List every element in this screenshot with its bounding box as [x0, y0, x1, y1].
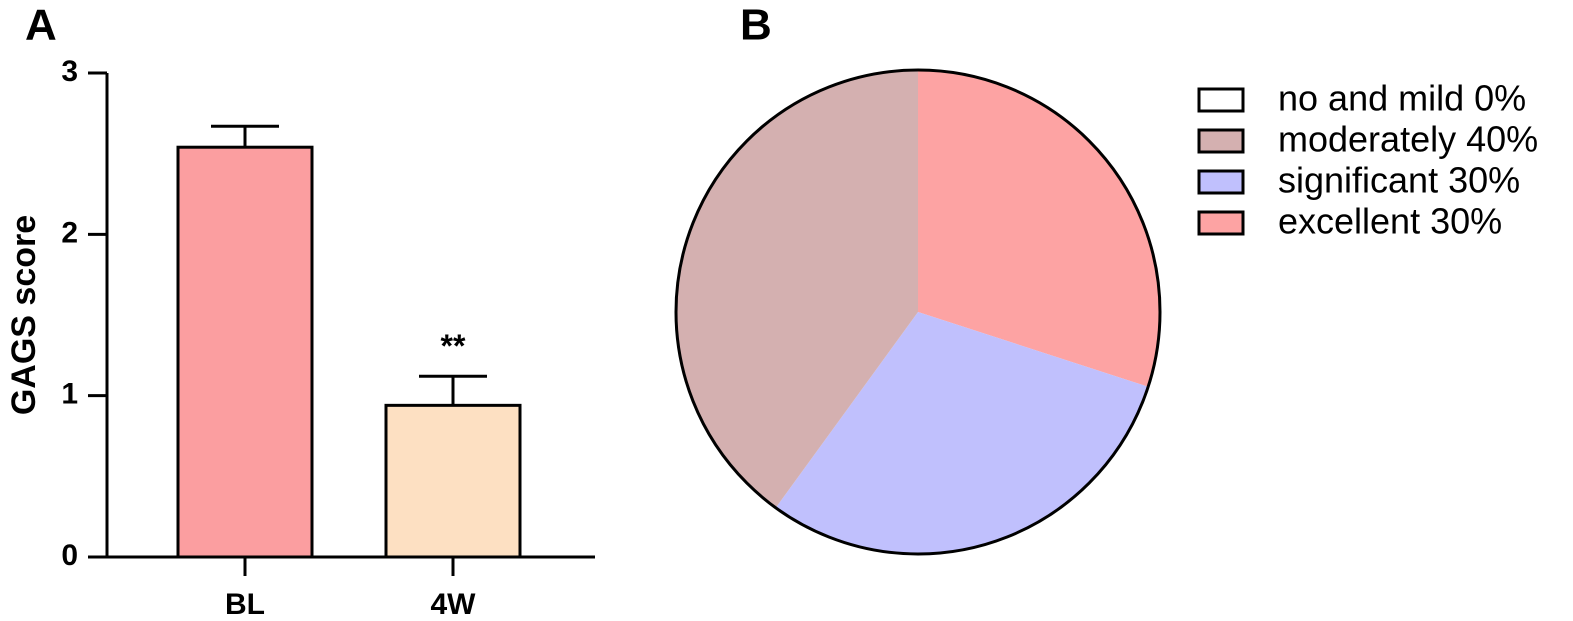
legend-swatch [1197, 87, 1245, 113]
error-bar [419, 374, 487, 406]
legend-swatch [1197, 128, 1245, 154]
legend-label: significant 30% [1278, 160, 1520, 201]
error-bar [211, 124, 279, 148]
bar [384, 403, 522, 559]
legend-swatch [1197, 210, 1245, 236]
bar [176, 145, 314, 559]
pie-outline [674, 68, 1162, 556]
panel-label: B [740, 1, 772, 50]
annotation: ** [441, 328, 466, 364]
pie-slice [918, 70, 1160, 387]
y-axis-label: GAGS score [5, 215, 43, 415]
y-tick-label: 2 [61, 216, 78, 249]
pie-slice [676, 70, 918, 508]
x-tick-label: 4W [431, 588, 477, 621]
y-tick-label: 3 [61, 55, 78, 88]
legend-label: moderately 40% [1278, 119, 1538, 160]
legend-label: no and mild 0% [1278, 78, 1526, 119]
y-tick-label: 0 [61, 539, 78, 572]
y-tick-label: 1 [61, 378, 78, 411]
pie-slice [775, 312, 1149, 554]
panel-label: A [25, 1, 57, 50]
legend-label: excellent 30% [1278, 201, 1502, 242]
legend-swatch [1197, 169, 1245, 195]
x-tick-label: BL [225, 588, 265, 621]
